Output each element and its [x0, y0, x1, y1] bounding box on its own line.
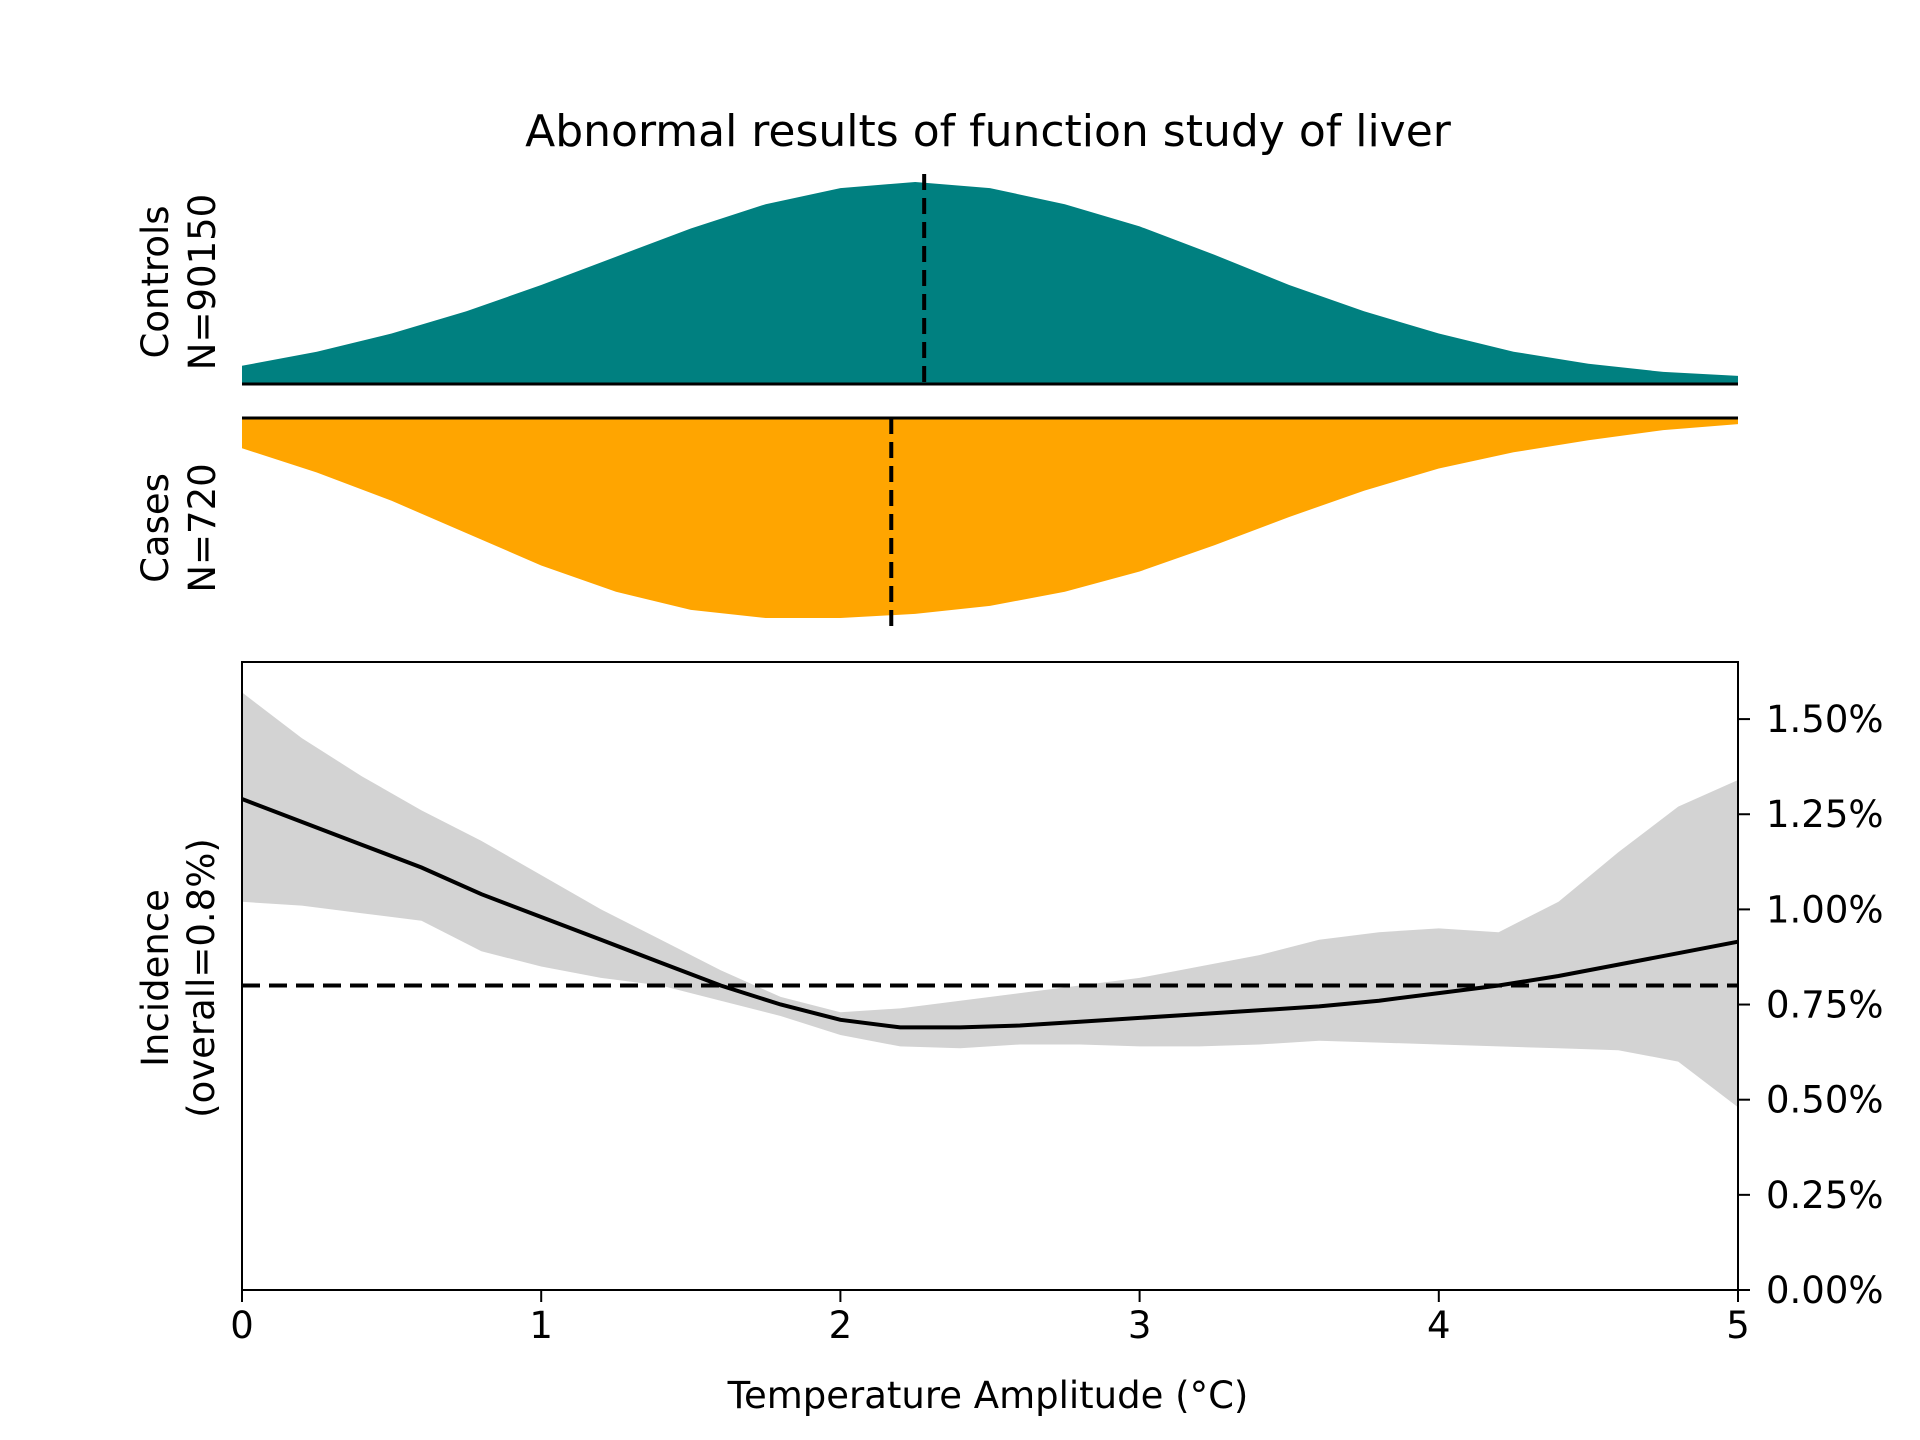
- y-tick-label: 1.00%: [1766, 888, 1884, 931]
- x-tick-label: 5: [1726, 1304, 1750, 1347]
- y-axis-right: 0.00% 0.25% 0.50% 0.75% 1.00% 1.25% 1.50%: [1738, 698, 1884, 1312]
- y-tick-label: 1.50%: [1766, 698, 1884, 741]
- incidence-confidence-band: [242, 692, 1738, 1108]
- y-tick-label: 0.25%: [1766, 1174, 1884, 1217]
- x-axis-label: Temperature Amplitude (°C): [727, 1374, 1249, 1417]
- cases-density-area: [242, 418, 1738, 618]
- y-tick-label: 1.25%: [1766, 793, 1884, 836]
- x-tick-label: 4: [1427, 1304, 1451, 1347]
- incidence-panel: 0 1 2 3 4 5 0.00% 0.25% 0.50% 0.75% 1.00% 1.25% 1.5…: [134, 661, 1884, 1417]
- incidence-ylabel-overall: (overall=0.8%): [180, 838, 223, 1118]
- chart-title: Abnormal results of function study of li…: [525, 106, 1452, 157]
- x-tick-label: 3: [1128, 1304, 1152, 1347]
- y-tick-label: 0.50%: [1766, 1079, 1884, 1122]
- x-tick-label: 1: [529, 1304, 553, 1347]
- controls-count: N=90150: [181, 194, 224, 370]
- cases-count: N=720: [181, 463, 224, 592]
- incidence-ylabel: Incidence: [134, 889, 177, 1067]
- x-tick-label: 2: [829, 1304, 853, 1347]
- incidence-axes-frame: [241, 661, 1739, 1291]
- x-tick-label: 0: [230, 1304, 254, 1347]
- y-tick-label: 0.00%: [1766, 1269, 1884, 1312]
- controls-label: Controls: [134, 205, 177, 358]
- x-axis: 0 1 2 3 4 5: [230, 1290, 1750, 1347]
- controls-density-area: [242, 182, 1738, 384]
- cases-label: Cases: [134, 473, 177, 583]
- controls-panel: Controls N=90150: [134, 174, 1738, 386]
- y-tick-label: 0.75%: [1766, 984, 1884, 1027]
- cases-panel: Cases N=720: [134, 416, 1738, 626]
